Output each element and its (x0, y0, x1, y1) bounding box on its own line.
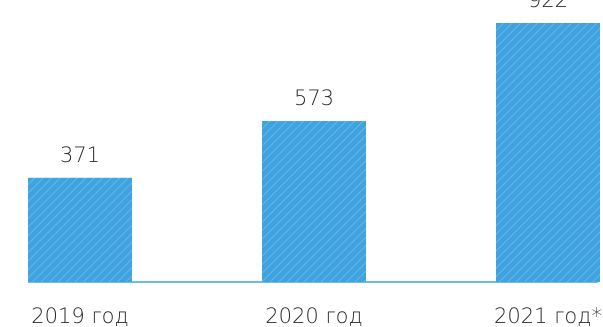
bar-2 (262, 121, 366, 282)
category-label-2: 2020 год (265, 304, 363, 327)
value-label-2: 573 (294, 86, 334, 110)
category-label-3: 2021 год* (494, 304, 602, 327)
bar-3 (496, 23, 600, 282)
bar-1 (28, 177, 132, 282)
value-labels-group: 371 573 922 (60, 0, 568, 167)
value-label-1: 371 (60, 143, 100, 167)
value-label-3: 922 (528, 0, 568, 12)
category-label-1: 2019 год (31, 304, 129, 327)
bars-group (28, 23, 600, 282)
category-labels-group: 2019 год 2020 год 2021 год* (31, 304, 602, 327)
